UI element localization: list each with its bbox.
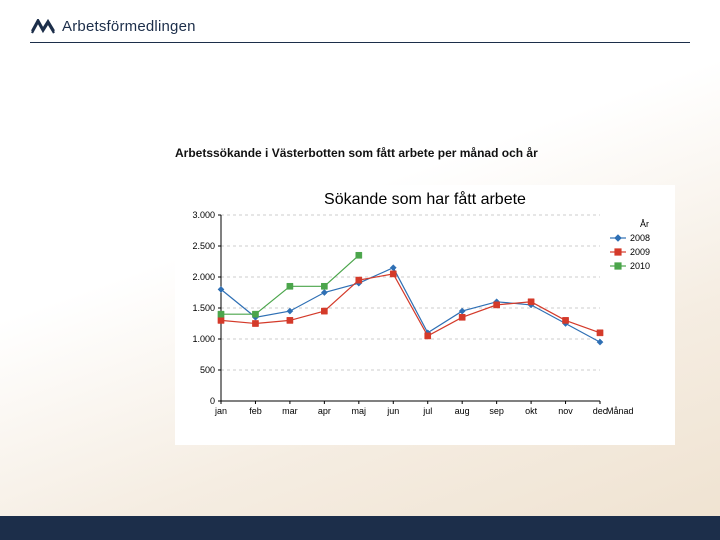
brand-name: Arbetsförmedlingen [62,18,196,35]
x-axis-title: Månad [606,406,634,416]
series-marker-2009 [356,277,362,283]
series-marker-2009 [218,317,224,323]
series-marker-2008 [459,308,465,314]
series-marker-2010 [356,252,362,258]
legend-title: År [640,219,649,229]
x-tick-label: mar [282,406,298,416]
series-line-2009 [221,274,600,336]
y-tick-label: 3.000 [192,210,215,220]
x-tick-label: feb [249,406,262,416]
series-marker-2009 [597,330,603,336]
chart-caption: Arbetssökande i Västerbotten som fått ar… [175,146,538,160]
series-marker-2008 [390,265,396,271]
header-divider [30,42,690,43]
legend-label: 2009 [630,247,650,257]
legend-label: 2008 [630,233,650,243]
footer-bar [0,516,720,540]
x-tick-label: nov [558,406,573,416]
series-marker-2009 [252,320,258,326]
brand-logo: Arbetsförmedlingen [30,18,196,35]
slide: Arbetsförmedlingen Arbetssökande i Väste… [0,0,720,540]
x-tick-label: jul [422,406,432,416]
x-tick-label: aug [455,406,470,416]
series-marker-2009 [321,308,327,314]
series-marker-2010 [218,311,224,317]
y-tick-label: 500 [200,365,215,375]
series-marker-2009 [562,317,568,323]
legend-marker [615,235,621,241]
y-tick-label: 2.500 [192,241,215,251]
x-tick-label: maj [352,406,367,416]
chart-svg: 0 500 1.000 1.500 2.000 2.500 3.000 jan feb mar ap… [175,209,675,429]
legend-marker [615,249,621,255]
y-tick-label: 1.000 [192,334,215,344]
brand-mark-icon [30,19,56,35]
series-marker-2009 [425,333,431,339]
header: Arbetsförmedlingen [0,18,720,52]
chart-plot: 0 500 1.000 1.500 2.000 2.500 3.000 jan feb mar ap… [175,209,675,429]
series-marker-2008 [321,289,327,295]
series-marker-2008 [287,308,293,314]
x-tick-label: jan [214,406,227,416]
series-marker-2010 [252,311,258,317]
series-marker-2009 [459,314,465,320]
y-tick-label: 0 [210,396,215,406]
series-marker-2008 [597,339,603,345]
legend-marker [615,263,621,269]
series-marker-2009 [528,299,534,305]
x-tick-label: apr [318,406,331,416]
x-tick-label: sep [489,406,504,416]
series-marker-2010 [287,283,293,289]
series-marker-2009 [390,271,396,277]
chart-title: Sökande som har fått arbete [175,185,675,209]
chart-container: Sökande som har fått arbete 0 500 1.000 1.5… [175,185,675,445]
series-marker-2009 [287,317,293,323]
y-tick-label: 1.500 [192,303,215,313]
y-tick-label: 2.000 [192,272,215,282]
legend-label: 2010 [630,261,650,271]
x-tick-label: jun [386,406,399,416]
series-marker-2010 [321,283,327,289]
x-tick-label: okt [525,406,538,416]
series-marker-2009 [494,302,500,308]
